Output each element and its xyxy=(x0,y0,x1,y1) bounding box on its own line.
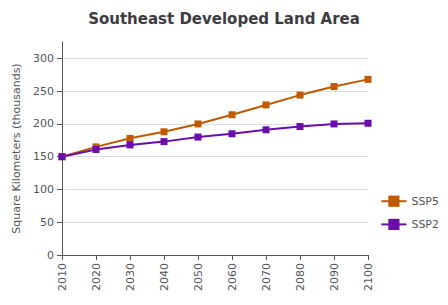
svg-text:SSP5: SSP5 xyxy=(411,195,439,208)
svg-text:2100: 2100 xyxy=(362,263,375,291)
svg-text:2030: 2030 xyxy=(124,263,137,291)
svg-text:2050: 2050 xyxy=(192,263,205,291)
svg-text:250: 250 xyxy=(33,85,54,98)
svg-text:2070: 2070 xyxy=(260,263,273,291)
svg-text:2040: 2040 xyxy=(158,263,171,291)
svg-text:150: 150 xyxy=(33,150,54,163)
svg-text:50: 50 xyxy=(40,216,54,229)
svg-text:2090: 2090 xyxy=(328,263,341,291)
svg-text:0: 0 xyxy=(47,249,54,262)
svg-text:SSP2: SSP2 xyxy=(411,218,439,231)
svg-text:200: 200 xyxy=(33,117,54,130)
svg-text:300: 300 xyxy=(33,52,54,65)
svg-text:100: 100 xyxy=(33,183,54,196)
svg-text:2060: 2060 xyxy=(226,263,239,291)
svg-text:2020: 2020 xyxy=(90,263,103,291)
svg-text:2080: 2080 xyxy=(294,263,307,291)
svg-text:Southeast Developed Land Area: Southeast Developed Land Area xyxy=(88,10,360,28)
svg-text:2010: 2010 xyxy=(56,263,69,291)
svg-text:Square Kilometers (thousands): Square Kilometers (thousands) xyxy=(10,63,23,233)
